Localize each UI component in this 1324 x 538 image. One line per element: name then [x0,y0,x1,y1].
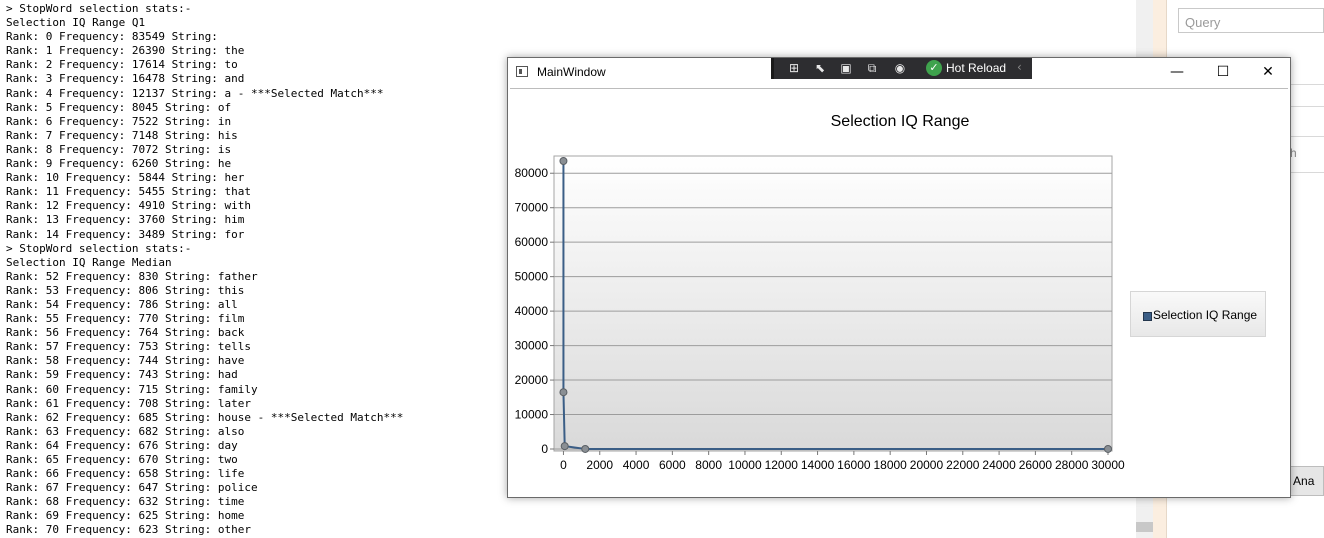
window-titlebar[interactable]: MainWindow ⊞ ⬉ ▣ ⧉ ◉ ✓ Hot Reload ‹ — ☐ … [508,58,1290,87]
data-point [559,157,568,166]
console-line: Rank: 13 Frequency: 3760 String: him [6,213,245,227]
scrollbar-thumb[interactable] [1136,522,1153,532]
console-line: Rank: 11 Frequency: 5455 String: that [6,185,252,199]
console-line: Rank: 7 Frequency: 7148 String: his [6,128,238,142]
y-tick-label: 60000 [515,235,549,249]
console-line: Selection IQ Range Q1 [6,16,146,30]
console-line: Rank: 68 Frequency: 632 String: time [6,495,245,509]
chart-legend: Selection IQ Range [1130,291,1266,337]
console-line: Rank: 61 Frequency: 708 String: later [6,396,252,410]
y-tick-label: 80000 [515,166,549,180]
console-line: Rank: 52 Frequency: 830 String: father [6,269,258,283]
display-layout-adorners-icon[interactable]: ▣ [840,61,852,75]
x-tick-label: 20000 [910,458,944,472]
console-line: Rank: 8 Frequency: 7072 String: is [6,142,232,156]
divider [1290,172,1324,173]
console-line: Rank: 3 Frequency: 16478 String: and [6,72,245,86]
x-tick-label: 30000 [1091,458,1125,472]
console-line: Rank: 62 Frequency: 685 String: house - … [6,410,404,424]
y-tick-label: 70000 [515,201,549,215]
console-line: Rank: 57 Frequency: 753 String: tells [6,340,252,354]
x-tick-label: 14000 [801,458,835,472]
data-point [560,442,569,451]
x-tick-label: 22000 [946,458,980,472]
data-point [1104,444,1112,453]
track-focused-element-icon[interactable]: ⧉ [867,61,877,75]
xaml-debug-toolbar: ⊞ ⬉ ▣ ⧉ ◉ ✓ Hot Reload ‹ [771,58,1032,79]
console-line: Rank: 4 Frequency: 12137 String: a - ***… [6,86,384,100]
binding-failures-icon[interactable]: ◉ [894,61,906,75]
y-tick-label: 20000 [515,373,549,387]
console-line: Rank: 63 Frequency: 682 String: also [6,424,245,438]
console-line: Rank: 69 Frequency: 625 String: home [6,509,245,523]
console-line: Rank: 14 Frequency: 3489 String: for [6,227,245,241]
x-tick-label: 16000 [837,458,871,472]
console-line: Rank: 66 Frequency: 658 String: life [6,467,245,481]
x-tick-label: 2000 [586,458,613,472]
divider [1290,136,1324,137]
console-line: Rank: 2 Frequency: 17614 String: to [6,58,238,72]
close-button[interactable]: ✕ [1262,64,1274,80]
x-tick-label: 6000 [659,458,686,472]
main-window: MainWindow ⊞ ⬉ ▣ ⧉ ◉ ✓ Hot Reload ‹ — ☐ … [507,57,1291,498]
data-point [581,444,590,453]
x-tick-label: 26000 [1019,458,1053,472]
console-line: Rank: 0 Frequency: 83549 String: [6,30,225,44]
x-tick-label: 28000 [1055,458,1089,472]
console-line: Rank: 58 Frequency: 744 String: have [6,354,245,368]
console-output: > StopWord selection stats:- Selection IQ… [6,2,506,538]
console-line: Rank: 55 Frequency: 770 String: film [6,312,245,326]
hot-reload-label[interactable]: Hot Reload [946,61,1007,75]
divider [1290,106,1324,107]
window-title: MainWindow [537,65,606,79]
x-tick-label: 10000 [728,458,762,472]
live-visual-tree-icon[interactable]: ⊞ [788,61,800,75]
plot-area [553,155,1113,452]
y-tick-label: 30000 [515,339,549,353]
chart-area: Selection IQ Range 0 10000 20000 30000 40000… [510,88,1288,497]
console-line: Rank: 1 Frequency: 26390 String: the [6,44,245,58]
legend-swatch [1143,312,1152,321]
x-tick-label: 12000 [765,458,799,472]
console-line: Rank: 65 Frequency: 670 String: two [6,453,238,466]
console-line: > StopWord selection stats:- [6,2,192,15]
maximize-button[interactable]: ☐ [1216,64,1230,80]
minimize-button[interactable]: — [1170,64,1184,80]
chart-title: Selection IQ Range [831,113,970,130]
x-tick-label: 8000 [695,458,722,472]
console-line: Rank: 67 Frequency: 647 String: police [6,481,258,495]
console-line: Rank: 60 Frequency: 715 String: family [6,382,258,396]
x-tick-label: 4000 [623,458,650,472]
y-tick-label: 50000 [515,270,549,284]
query-input[interactable]: Query [1178,8,1324,33]
line-chart: Selection IQ Range 010000200003000040000… [515,113,1125,472]
collapse-toolbar-icon[interactable]: ‹ [1017,60,1022,74]
console-line: Rank: 64 Frequency: 676 String: day [6,438,238,452]
y-tick-label: 40000 [515,304,549,318]
background-text-fragment: h [1290,146,1297,160]
legend-series-label: Selection IQ Range [1153,308,1258,322]
x-tick-label: 18000 [873,458,907,472]
console-line: Rank: 56 Frequency: 764 String: back [6,326,245,340]
select-element-icon[interactable]: ⬉ [814,61,826,75]
y-tick-label: 10000 [515,408,549,422]
data-point [559,388,568,397]
console-line: Rank: 54 Frequency: 786 String: all [6,297,238,311]
console-line: Selection IQ Range Median [6,255,172,269]
divider [1290,84,1324,85]
window-app-icon [516,66,528,77]
console-line: Rank: 59 Frequency: 743 String: had [6,368,238,382]
console-line: Rank: 53 Frequency: 806 String: this [6,283,245,297]
console-line: Rank: 5 Frequency: 8045 String: of [6,100,232,114]
console-line: Rank: 10 Frequency: 5844 String: her [6,171,245,185]
console-line: Rank: 9 Frequency: 6260 String: he [6,157,232,171]
hot-reload-check-icon[interactable]: ✓ [926,60,942,76]
y-tick-label: 0 [541,442,548,456]
console-line: Rank: 6 Frequency: 7522 String: in [6,114,232,128]
console-line: Rank: 12 Frequency: 4910 String: with [6,199,252,213]
x-tick-label: 0 [560,458,567,472]
console-line: Rank: 70 Frequency: 623 String: other [6,523,252,537]
console-line: > StopWord selection stats:- [6,241,192,255]
x-tick-label: 24000 [982,458,1016,472]
